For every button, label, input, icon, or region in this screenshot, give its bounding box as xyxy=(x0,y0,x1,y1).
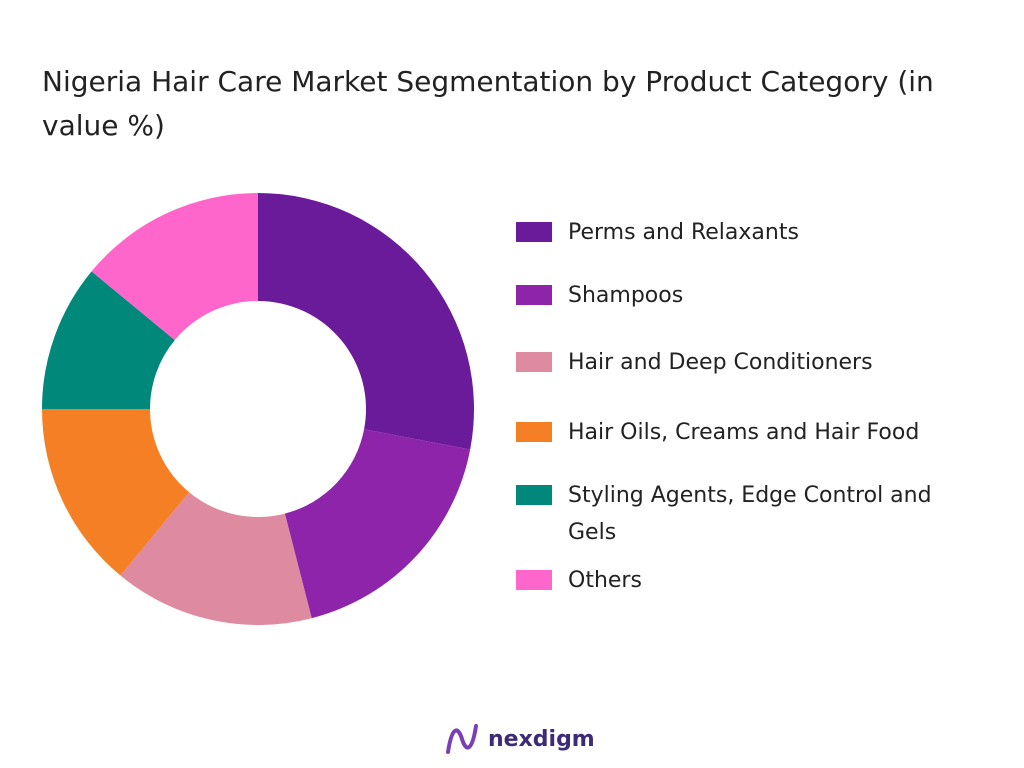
legend-item: Others xyxy=(516,562,988,599)
legend-swatch xyxy=(516,285,552,305)
donut-slice xyxy=(91,193,258,341)
donut-slice xyxy=(284,429,471,619)
legend-label: Perms and Relaxants xyxy=(568,220,799,245)
logo-text: nexdigm xyxy=(488,726,595,752)
donut-slice xyxy=(120,492,312,625)
legend-swatch xyxy=(516,570,552,590)
legend-item: Hair Oils, Creams and Hair Food xyxy=(516,414,988,451)
donut-slice xyxy=(42,409,190,576)
donut-slice xyxy=(258,193,474,450)
legend-swatch xyxy=(516,422,552,442)
legend: Perms and Relaxants Shampoos Hair and Deep… xyxy=(516,214,988,599)
legend-swatch xyxy=(516,222,552,242)
legend-swatch xyxy=(516,352,552,372)
legend-item: Perms and Relaxants xyxy=(516,214,988,251)
legend-item: Styling Agents, Edge Control and Gels xyxy=(516,477,988,551)
legend-swatch xyxy=(516,485,552,505)
legend-label: Hair and Deep Conditioners xyxy=(568,350,873,375)
logo: nexdigm xyxy=(444,722,595,756)
logo-icon xyxy=(446,724,478,754)
legend-label: Shampoos xyxy=(568,283,684,308)
legend-label: Hair Oils, Creams and Hair Food xyxy=(568,420,920,445)
legend-item: Shampoos xyxy=(516,277,988,314)
legend-label: Others xyxy=(568,568,642,593)
legend-item: Hair and Deep Conditioners xyxy=(516,344,988,381)
donut-slice xyxy=(42,271,175,409)
legend-label: Styling Agents, Edge Control and Gels xyxy=(568,483,932,545)
chart-title: Nigeria Hair Care Market Segmentation by… xyxy=(42,65,934,142)
